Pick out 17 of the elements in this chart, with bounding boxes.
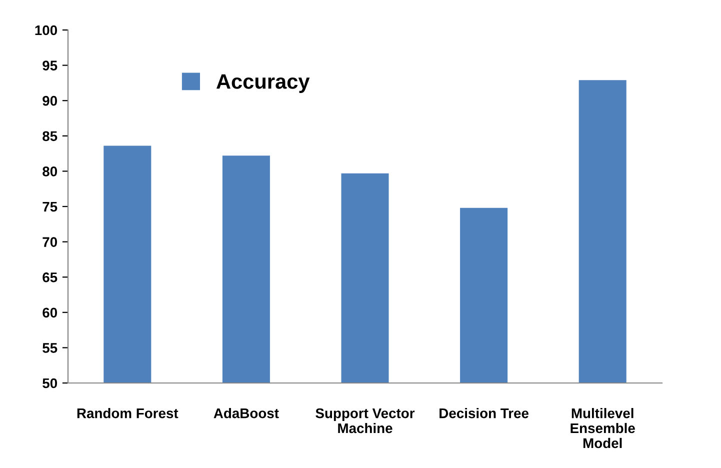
y-tick-label: 100 [35,25,58,36]
y-tick-label: 90 [42,96,58,106]
y-tick-label: 55 [42,343,58,353]
x-tick-label: Random Forest [77,408,178,418]
y-tick-label: 80 [42,166,58,176]
y-tick-label: 60 [42,308,58,318]
y-tick-label: 70 [42,237,58,247]
x-tick-label: Multilevel Ensemble Model [570,408,635,448]
y-tick-label: 50 [42,378,58,388]
y-tick-label: 85 [42,131,58,142]
y-tick-label: 95 [42,60,58,70]
y-tick-label: 75 [42,202,58,212]
x-tick-label: Support Vector Machine [316,408,415,434]
legend-label: Accuracy [216,74,310,93]
y-tick-label: 65 [42,272,58,282]
x-tick-label: AdaBoost [214,408,279,418]
x-tick-label: Decision Tree [440,408,528,418]
